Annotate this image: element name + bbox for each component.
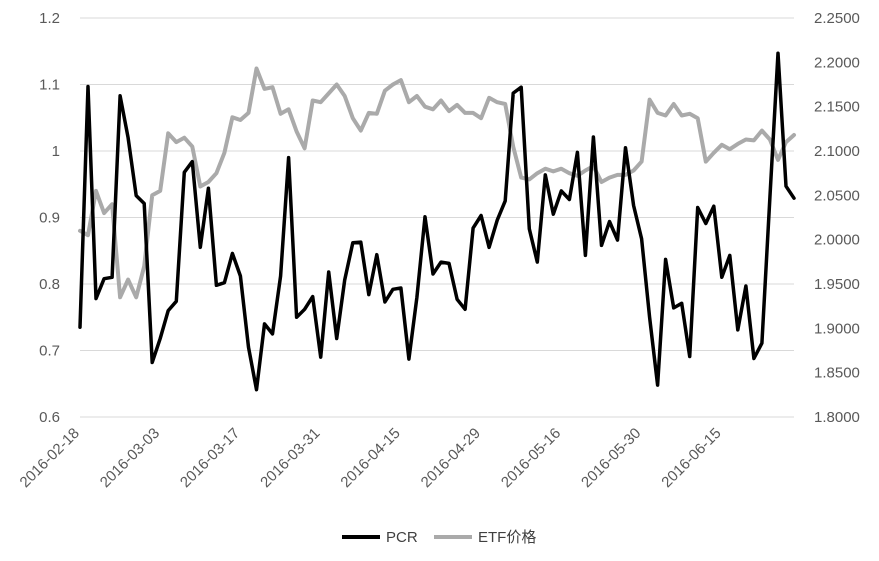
x-tick-label: 2016-06-15 — [658, 425, 724, 491]
y-tick-label-left: 0.8 — [39, 276, 60, 293]
gridlines — [80, 17, 794, 418]
x-tick-label: 2016-05-30 — [578, 425, 644, 491]
y-tick-label-left: 1.2 — [39, 10, 60, 27]
left-axis-ticks: 0.6 0.7 0.8 0.9 1 1.1 1.2 — [39, 10, 60, 426]
legend-label-pcr: PCR — [386, 529, 418, 546]
y-tick-label-left: 0.9 — [39, 210, 60, 227]
x-tick-label: 2016-03-03 — [97, 425, 163, 491]
y-tick-label-left: 0.7 — [39, 343, 60, 360]
x-tick-label: 2016-03-17 — [177, 425, 243, 491]
y-tick-label-right: 1.8500 — [814, 365, 860, 382]
y-tick-label-right: 1.9000 — [814, 320, 860, 337]
x-tick-label: 2016-04-15 — [337, 425, 403, 491]
y-tick-label-right: 2.1500 — [814, 99, 860, 116]
y-tick-label-left: 1 — [52, 143, 60, 160]
y-tick-label-right: 2.0500 — [814, 187, 860, 204]
y-tick-label-right: 2.0000 — [814, 232, 860, 249]
series-line-pcr — [78, 51, 796, 392]
y-tick-label-right: 2.2500 — [814, 10, 860, 27]
x-tick-label: 2016-03-31 — [257, 425, 323, 491]
y-tick-label-right: 2.2000 — [814, 54, 860, 71]
y-tick-label-left: 1.1 — [39, 77, 60, 94]
series-line-etf — [78, 66, 796, 300]
y-tick-label-left: 0.6 — [39, 409, 60, 426]
x-tick-label: 2016-02-18 — [17, 425, 83, 491]
legend-label-etf: ETF价格 — [478, 529, 536, 546]
right-axis-ticks: 1.8000 1.8500 1.9000 1.9500 2.0000 2.0500 2.10… — [814, 10, 860, 426]
x-tick-label: 2016-04-29 — [418, 425, 484, 491]
y-tick-label-right: 1.8000 — [814, 409, 860, 426]
series-layer — [78, 51, 796, 392]
x-axis-ticks: 2016-02-18 2016-03-03 2016-03-17 2016-03-31… — [17, 425, 725, 491]
y-tick-label-right: 2.1000 — [814, 143, 860, 160]
y-tick-label-right: 1.9500 — [814, 276, 860, 293]
x-tick-label: 2016-05-16 — [498, 425, 564, 491]
legend: PCR ETF价格 — [342, 529, 536, 546]
